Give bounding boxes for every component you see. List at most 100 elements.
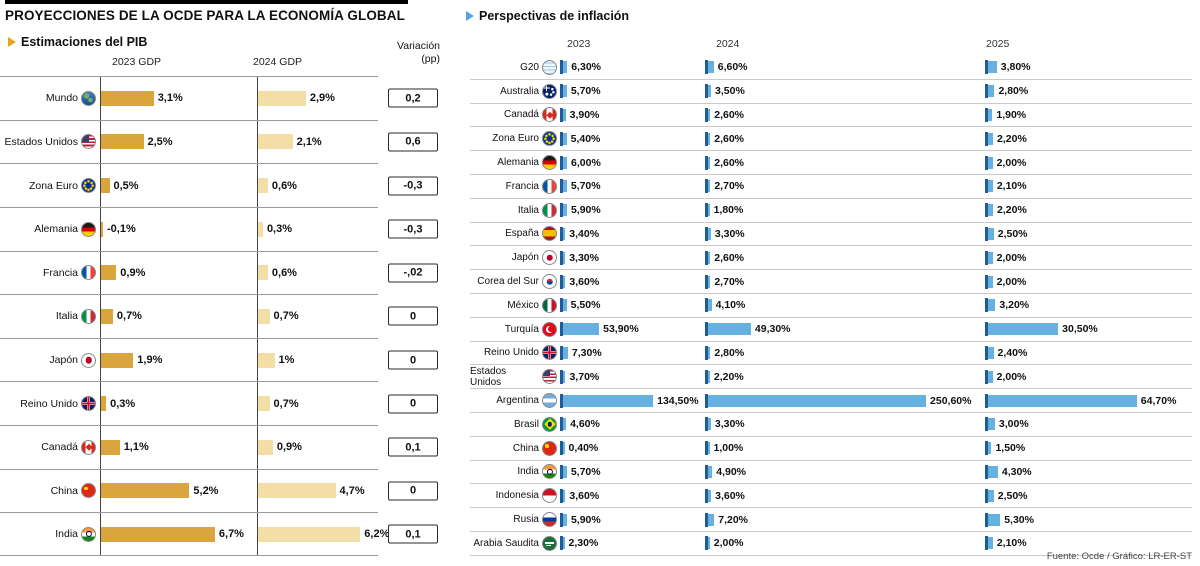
axis-tick xyxy=(560,464,563,479)
axis-tick xyxy=(985,250,988,265)
country-cell: Japón xyxy=(0,339,96,382)
gdp-2024-value: 0,3% xyxy=(266,223,293,236)
variation-box: -0,3 xyxy=(388,219,438,239)
inflation-bar xyxy=(708,323,751,336)
inflation-value: 3,20% xyxy=(999,299,1030,312)
inflation-value: 5,30% xyxy=(1004,513,1034,526)
inflation-table-row: Indonesia 3,60% 3,60% 2,50% xyxy=(470,484,1192,509)
variation-header-line2: (pp) xyxy=(421,52,440,65)
axis-tick xyxy=(705,250,708,265)
inflation-value: 4,90% xyxy=(716,465,747,478)
country-cell: Francia xyxy=(0,252,96,295)
country-label: Mundo xyxy=(45,92,78,105)
inflation-2024-bar-group: 49,30% xyxy=(705,318,791,341)
country-cell: México xyxy=(470,294,557,317)
inflation-value: 4,10% xyxy=(715,299,746,312)
inflation-value: 250,60% xyxy=(930,394,972,407)
inflation-value: 2,40% xyxy=(997,346,1028,359)
country-cell: Italia xyxy=(0,295,96,338)
country-label: Canadá xyxy=(503,109,539,121)
inflation-bar xyxy=(563,299,567,312)
inflation-bar xyxy=(708,418,711,431)
country-label: Arabia Saudita xyxy=(473,537,539,549)
axis-tick xyxy=(560,203,563,218)
inflation-bar xyxy=(563,61,568,74)
gdp-2023-bar-group: 0,3% xyxy=(101,382,135,425)
inflation-2025-bar-group: 2,00% xyxy=(985,246,1026,269)
country-label: Italia xyxy=(517,204,539,216)
inflation-bar xyxy=(988,251,993,264)
gdp-2024-value: 4,7% xyxy=(339,484,365,497)
variation-box: 0,6 xyxy=(388,132,438,152)
inflation-table-row: Francia 5,70% 2,70% 2,10% xyxy=(470,175,1192,199)
inflation-value: 2,30% xyxy=(568,537,599,550)
inflation-value: 3,80% xyxy=(1000,61,1031,74)
gdp-2024-bar xyxy=(258,526,361,542)
inflation-2025-bar-group: 64,70% xyxy=(985,389,1176,412)
gdp-col-header-2023: 2023 GDP xyxy=(112,56,162,68)
axis-tick xyxy=(985,155,988,170)
axis-tick xyxy=(560,107,563,122)
inflation-2023-bar-group: 5,70% xyxy=(560,80,601,103)
inflation-value: 2,00% xyxy=(996,251,1027,264)
inflation-2023-bar-group: 5,90% xyxy=(560,199,601,222)
gdp-table-row: Estados Unidos 2,5% 2,1% 0,6 xyxy=(0,119,438,164)
flag-ca-icon xyxy=(81,439,96,455)
flag-id-icon xyxy=(542,488,557,504)
axis-tick xyxy=(560,250,563,265)
axis-tick xyxy=(985,488,988,503)
inflation-value: 1,80% xyxy=(713,204,744,217)
flag-fr-icon xyxy=(81,265,96,281)
inflation-2024-bar-group: 2,20% xyxy=(705,365,744,388)
inflation-2024-bar-group: 2,60% xyxy=(705,127,744,150)
country-label: India xyxy=(55,528,78,541)
inflation-value: 2,20% xyxy=(997,132,1027,145)
source-credit: Fuente: Ocde / Gráfico: LR-ER-ST xyxy=(1046,551,1192,562)
country-label: Corea del Sur xyxy=(477,276,539,288)
inflation-2024-bar-group: 3,50% xyxy=(705,80,745,103)
country-cell: Francia xyxy=(470,175,557,198)
axis-tick xyxy=(705,155,708,170)
axis-tick xyxy=(560,131,563,146)
country-cell: Alemania xyxy=(470,151,557,174)
gdp-2023-value: 1,1% xyxy=(123,441,149,454)
inflation-2023-bar-group: 5,90% xyxy=(560,508,601,531)
country-label: España xyxy=(505,228,539,240)
gdp-2023-bar-group: 0,9% xyxy=(101,252,145,295)
inflation-2024-bar-group: 6,60% xyxy=(705,56,748,79)
inflation-section-title: Perspectivas de inflación xyxy=(479,9,630,23)
inflation-bar xyxy=(708,346,711,359)
flag-uk-icon xyxy=(542,345,557,361)
gdp-table-row: Reino Unido 0,3% 0,7% 0 xyxy=(0,381,438,425)
gdp-2024-bar-group: 2,9% xyxy=(258,77,335,120)
inflation-2023-bar-group: 5,40% xyxy=(560,127,600,150)
axis-tick xyxy=(985,464,988,479)
inflation-bar xyxy=(708,132,711,145)
inflation-value: 3,30% xyxy=(714,418,745,431)
axis-tick xyxy=(705,393,708,408)
inflation-bar xyxy=(988,323,1059,336)
inflation-bar xyxy=(563,251,566,264)
axis-tick xyxy=(560,488,563,503)
flag-ca-icon xyxy=(542,107,557,123)
inflation-2024-bar-group: 2,70% xyxy=(705,270,744,293)
inflation-value: 2,60% xyxy=(714,108,745,121)
flag-cn-icon xyxy=(542,440,557,456)
inflation-bar xyxy=(563,418,567,431)
axis-tick xyxy=(705,179,708,194)
inflation-value: 5,90% xyxy=(570,513,601,526)
country-cell: Reino Unido xyxy=(470,342,557,365)
axis-tick xyxy=(705,322,708,337)
gdp-2023-value: 0,9% xyxy=(120,266,146,279)
inflation-bar xyxy=(708,442,710,455)
inflation-bar xyxy=(988,442,992,455)
inflation-value: 2,00% xyxy=(996,156,1027,169)
variation-box: 0 xyxy=(388,306,438,326)
gdp-2024-bar xyxy=(258,134,293,150)
inflation-value: 3,70% xyxy=(569,370,600,383)
inflation-bar xyxy=(563,442,565,455)
inflation-2025-bar-group: 2,00% xyxy=(985,365,1026,388)
axis-tick xyxy=(705,512,708,527)
gdp-2023-bar-group: 0,7% xyxy=(101,295,142,338)
country-label: China xyxy=(512,442,539,454)
